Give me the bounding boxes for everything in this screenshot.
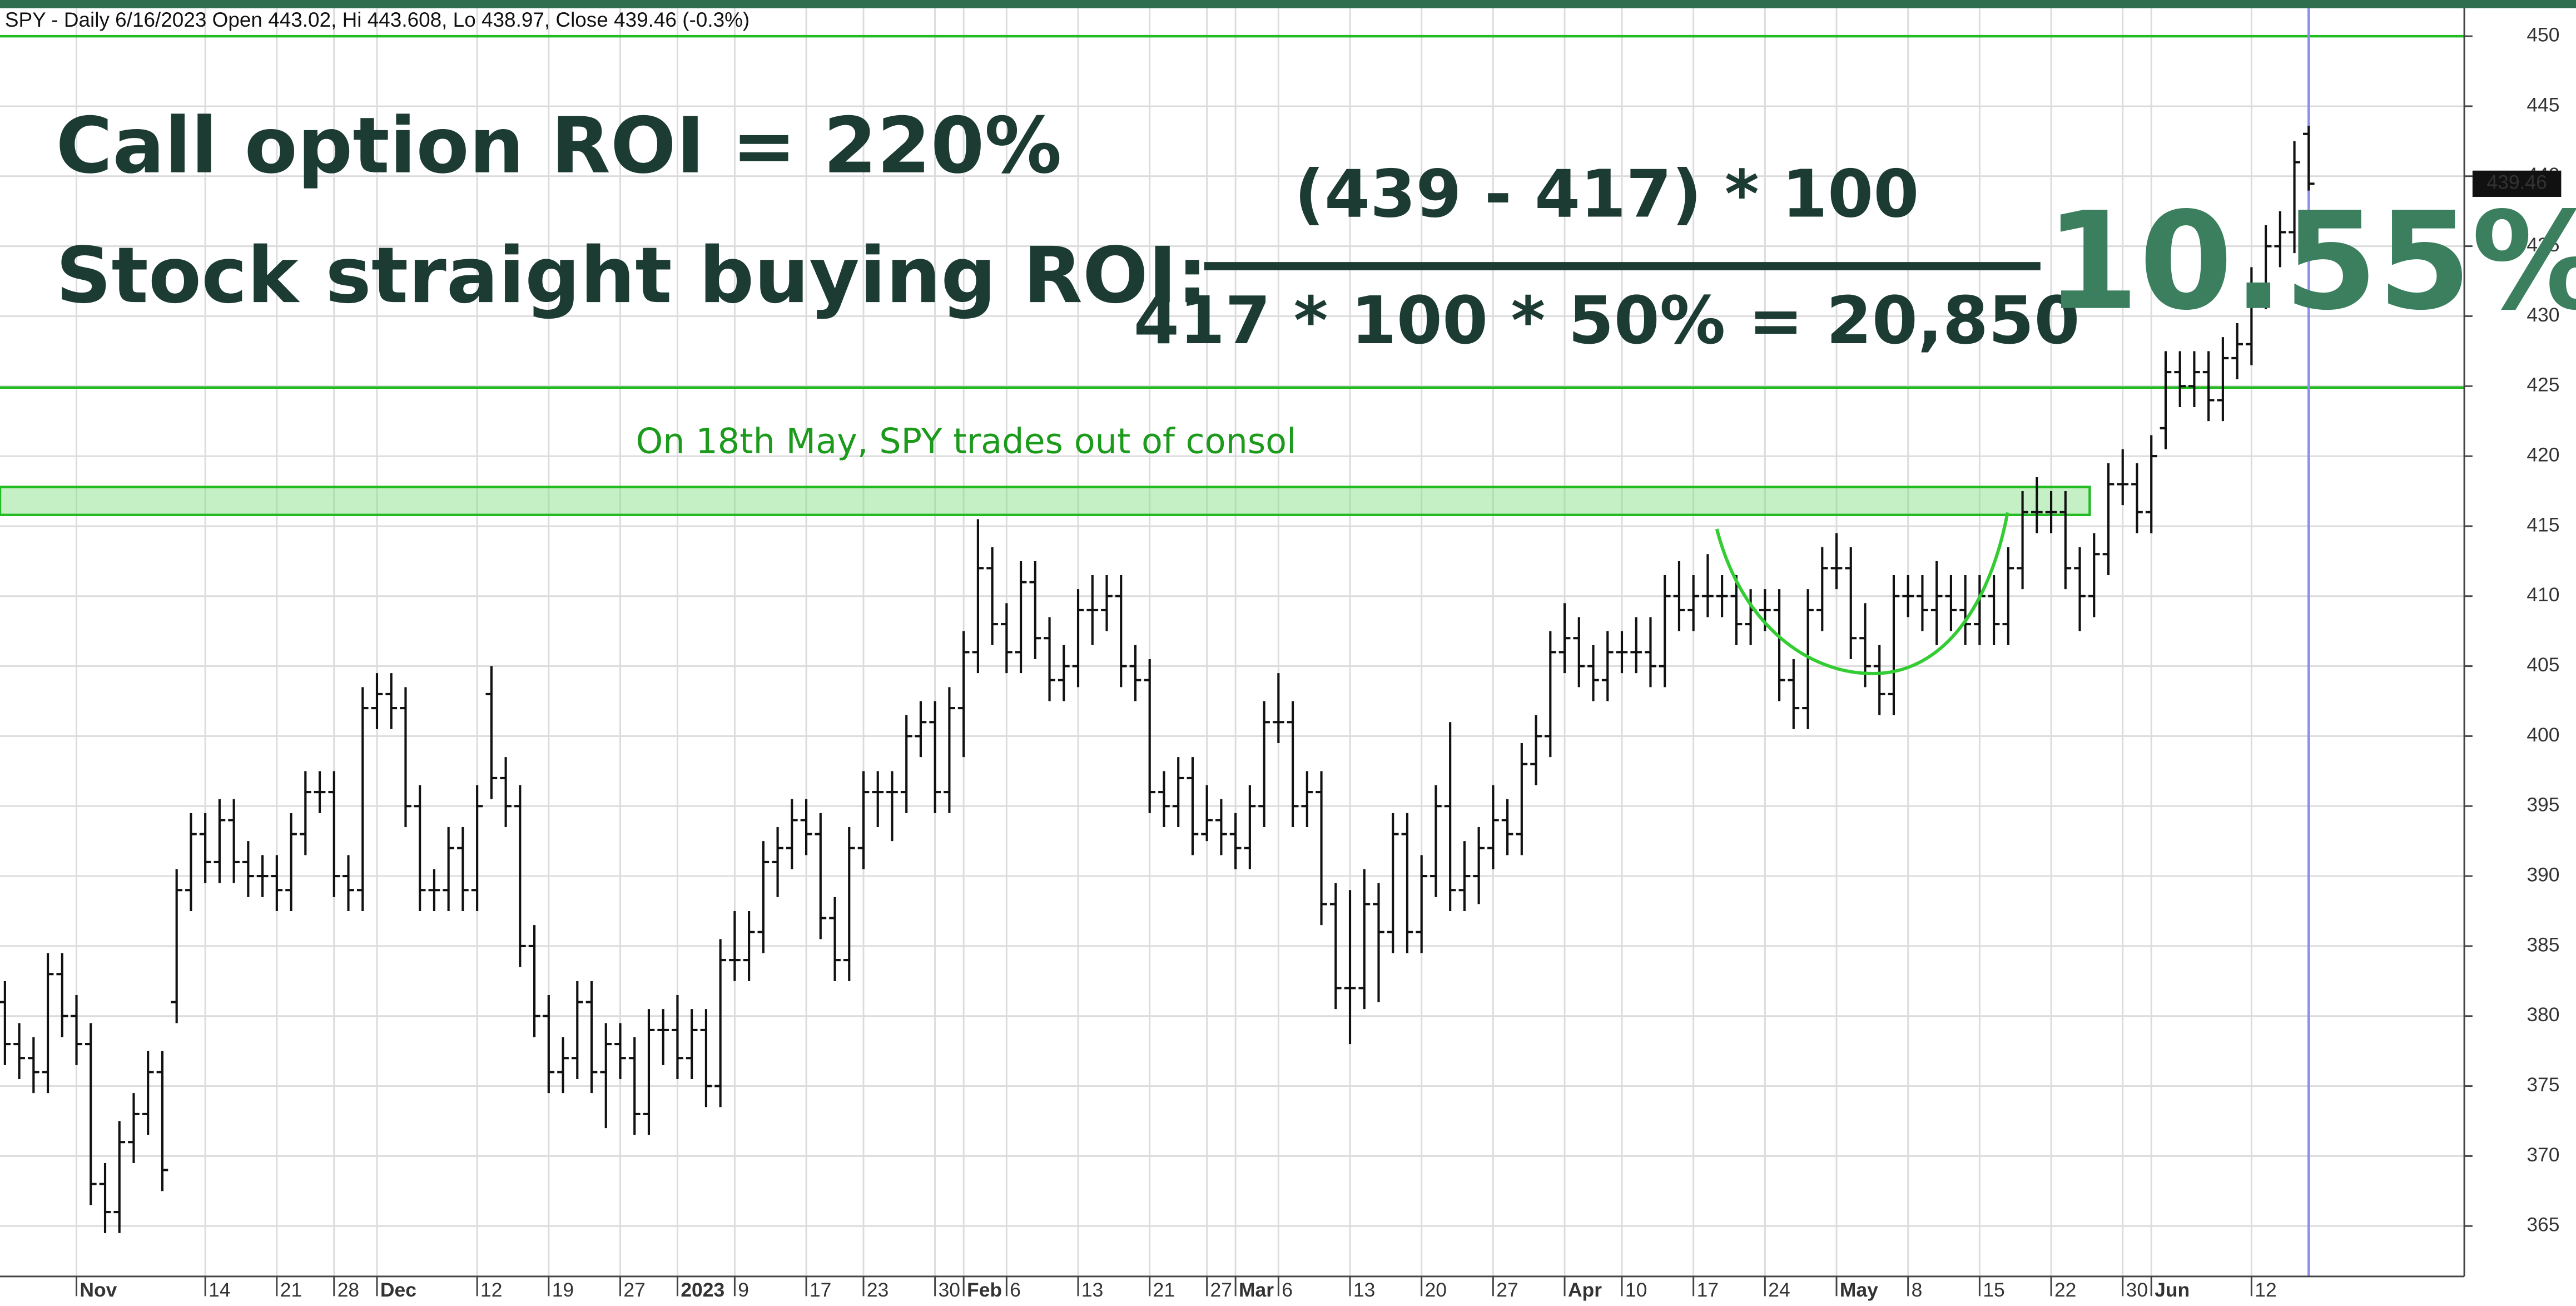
right-axis-bg [2464, 8, 2576, 1306]
x-tick-label: Jun [2155, 1279, 2190, 1301]
zone-layer [0, 8, 2465, 1277]
last-price-label: 439.46 [2486, 171, 2547, 194]
y-tick-label: 365 [2527, 1214, 2559, 1236]
y-tick-label: 395 [2527, 794, 2559, 816]
x-tick-label: 19 [552, 1279, 574, 1301]
y-tick-label: 425 [2527, 374, 2559, 396]
y-tick-label: 385 [2527, 933, 2559, 956]
x-tick-label: Dec [380, 1279, 416, 1301]
x-tick-label: May [1840, 1279, 1878, 1301]
x-tick-label: Nov [80, 1279, 117, 1301]
x-tick-label: 10 [1625, 1279, 1647, 1301]
cup-arc [1715, 512, 2009, 675]
y-tick-label: 435 [2527, 234, 2559, 256]
y-tick-label: 430 [2527, 304, 2559, 326]
x-tick-label: 2023 [681, 1279, 724, 1301]
result: 10.55% [2046, 184, 2576, 340]
y-tick-label: 405 [2527, 654, 2559, 676]
x-tick-label: 12 [480, 1279, 502, 1301]
consolidation-zone [0, 486, 2091, 517]
x-tick-label: 30 [939, 1279, 960, 1301]
x-tick-label: Mar [1239, 1279, 1274, 1301]
x-tick-label: 28 [337, 1279, 359, 1301]
x-tick-label: 21 [280, 1279, 302, 1301]
x-tick-label: 14 [209, 1279, 230, 1301]
y-tick-label: 380 [2527, 1003, 2559, 1026]
call-roi: Call option ROI = 220% [56, 101, 1061, 191]
y-tick-label: 400 [2527, 724, 2559, 746]
x-tick-label: Feb [967, 1279, 1002, 1301]
y-tick-label: 390 [2527, 863, 2559, 885]
grid [0, 8, 2465, 1277]
numerator: (439 - 417) * 100 [1294, 156, 1919, 232]
y-tick-label: 420 [2527, 443, 2559, 466]
axes: 365 370 375 380 385 390 395 400 405 410 415 420 425 4… [76, 23, 2562, 1301]
y-tick-label: 415 [2527, 513, 2559, 536]
x-tick-label: 9 [738, 1279, 749, 1301]
x-tick-label: Apr [1568, 1279, 1602, 1301]
bottom-axis-bg [0, 1276, 2576, 1306]
x-tick-label: 21 [1153, 1279, 1175, 1301]
y-tick-label: 370 [2527, 1144, 2559, 1166]
x-tick-label: 17 [810, 1279, 831, 1301]
x-tick-label: 30 [2126, 1279, 2148, 1301]
x-tick-label: 27 [1210, 1279, 1232, 1301]
bars [0, 125, 2315, 1233]
x-tick-label: 6 [1282, 1279, 1293, 1301]
stock-roi: Stock straight buying ROI: [56, 230, 1208, 320]
x-tick-label: 6 [1010, 1279, 1021, 1301]
denominator: 417 * 100 * 50% = 20,850 [1134, 282, 2080, 359]
x-tick-label: 13 [1353, 1279, 1375, 1301]
x-tick-label: 8 [1912, 1279, 1923, 1301]
x-tick-label: 27 [623, 1279, 645, 1301]
x-tick-label: 12 [2255, 1279, 2276, 1301]
x-tick-label: 20 [1425, 1279, 1447, 1301]
top-strip [0, 0, 2576, 8]
x-tick-label: 13 [1081, 1279, 1103, 1301]
last-price-box [2472, 170, 2562, 197]
y-tick-label: 410 [2527, 583, 2559, 606]
x-tick-label: 15 [1983, 1279, 2004, 1301]
x-tick-label: 27 [1496, 1279, 1518, 1301]
x-tick-label: 24 [1768, 1279, 1790, 1301]
y-tick-label: 450 [2527, 23, 2559, 46]
chart-header: SPY - Daily 6/16/2023 Open 443.02, Hi 44… [5, 8, 750, 31]
x-tick-label: 23 [867, 1279, 889, 1301]
y-tick-label: 445 [2527, 93, 2559, 116]
y-tick-label: 375 [2527, 1074, 2559, 1096]
consol-note: On 18th May, SPY trades out of consol [636, 421, 1296, 462]
x-tick-label: 17 [1697, 1279, 1719, 1301]
x-tick-label: 22 [2054, 1279, 2076, 1301]
